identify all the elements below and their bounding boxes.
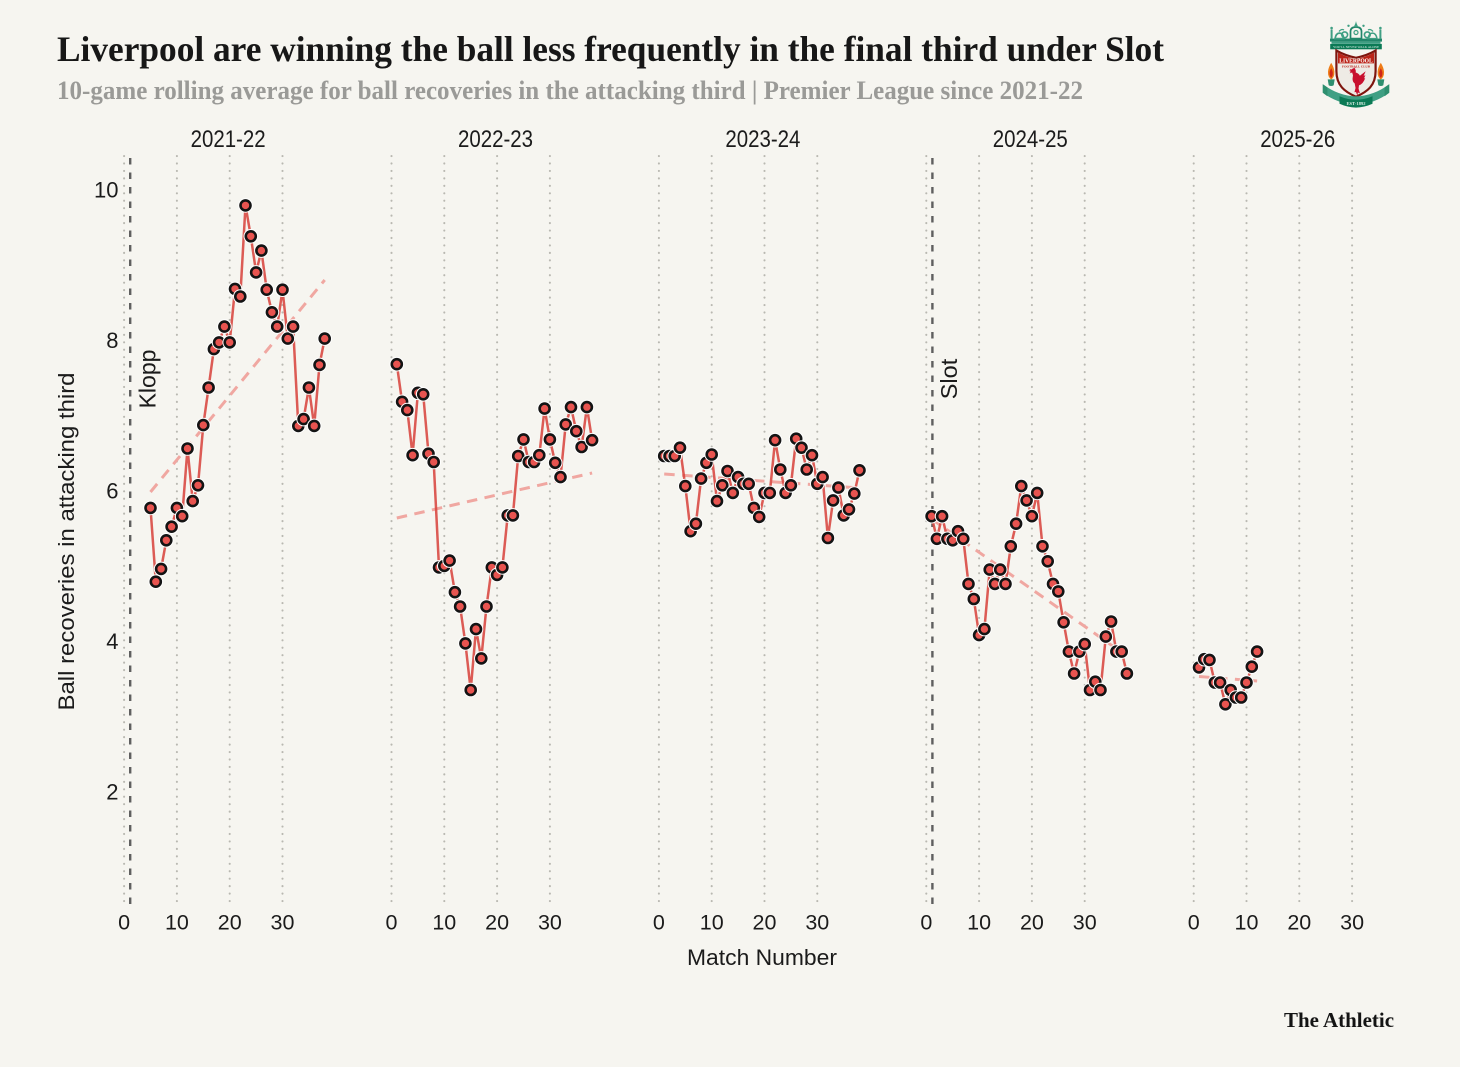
svg-text:2024-25: 2024-25	[993, 126, 1068, 153]
svg-text:0: 0	[118, 911, 130, 935]
svg-text:30: 30	[1340, 911, 1364, 935]
svg-text:10: 10	[432, 911, 456, 935]
svg-text:LIVERPOOL: LIVERPOOL	[1339, 57, 1373, 64]
svg-text:10: 10	[94, 177, 118, 202]
svg-text:2025-26: 2025-26	[1260, 126, 1335, 153]
svg-text:10: 10	[1235, 911, 1259, 935]
svg-text:4: 4	[106, 629, 118, 654]
svg-text:0: 0	[653, 911, 665, 935]
svg-text:6: 6	[106, 478, 118, 503]
svg-text:FOOTBALL CLUB: FOOTBALL CLUB	[1342, 64, 1371, 68]
svg-text:10-game rolling average for ba: 10-game rolling average for ball recover…	[57, 76, 1083, 105]
svg-text:2023-24: 2023-24	[725, 126, 800, 153]
svg-text:YOU'LL NEVER WALK ALONE: YOU'LL NEVER WALK ALONE	[1333, 45, 1379, 49]
svg-text:Match Number: Match Number	[687, 945, 837, 970]
svg-text:20: 20	[1020, 911, 1044, 935]
svg-text:0: 0	[1188, 911, 1200, 935]
svg-text:30: 30	[805, 911, 829, 935]
svg-text:20: 20	[485, 911, 509, 935]
svg-text:10: 10	[165, 911, 189, 935]
svg-text:Slot: Slot	[936, 358, 962, 399]
svg-text:2: 2	[106, 779, 118, 804]
svg-text:The Athletic: The Athletic	[1284, 1008, 1394, 1032]
svg-text:2022-23: 2022-23	[458, 126, 533, 153]
svg-text:8: 8	[106, 328, 118, 353]
svg-text:Liverpool are winning the ball: Liverpool are winning the ball less freq…	[57, 29, 1164, 69]
svg-text:30: 30	[538, 911, 562, 935]
svg-text:10: 10	[700, 911, 724, 935]
svg-text:30: 30	[1073, 911, 1097, 935]
svg-text:2021-22: 2021-22	[191, 126, 266, 153]
svg-text:20: 20	[218, 911, 242, 935]
svg-text:10: 10	[967, 911, 991, 935]
svg-text:EST·1892: EST·1892	[1347, 101, 1366, 106]
svg-text:20: 20	[753, 911, 777, 935]
svg-text:Ball recoveries in attacking t: Ball recoveries in attacking third	[54, 373, 79, 711]
svg-text:30: 30	[271, 911, 295, 935]
svg-text:20: 20	[1287, 911, 1311, 935]
svg-text:0: 0	[920, 911, 932, 935]
svg-text:Klopp: Klopp	[135, 350, 161, 409]
svg-text:0: 0	[386, 911, 398, 935]
